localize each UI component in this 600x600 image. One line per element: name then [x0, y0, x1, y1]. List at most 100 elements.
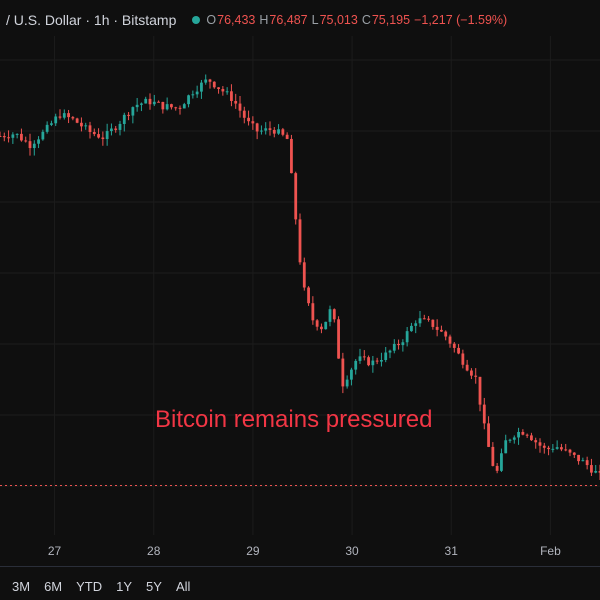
- candle-body: [487, 423, 490, 447]
- candle-body: [341, 358, 345, 387]
- candle-body: [135, 104, 139, 108]
- candle-body: [204, 79, 208, 83]
- grid: [0, 36, 600, 535]
- candle-body: [547, 447, 550, 450]
- candle-body: [37, 139, 40, 144]
- candle-body: [555, 447, 559, 449]
- candle-body: [170, 104, 173, 108]
- candle-body: [67, 113, 70, 118]
- candle-body: [212, 81, 216, 88]
- candle-body: [542, 445, 546, 448]
- candle-body: [54, 116, 58, 124]
- candle-body: [320, 326, 323, 330]
- candle-body: [504, 440, 508, 454]
- candle-body: [534, 440, 538, 443]
- range-5y-button[interactable]: 5Y: [146, 578, 162, 594]
- candle-body: [332, 309, 336, 320]
- candle-body: [538, 442, 542, 446]
- range-ytd-button[interactable]: YTD: [76, 578, 103, 594]
- close-value: 75,195: [371, 13, 411, 27]
- range-6m-button[interactable]: 6M: [44, 578, 63, 594]
- candle-body: [482, 404, 486, 424]
- candle-body: [238, 103, 242, 111]
- candle-body: [251, 121, 255, 124]
- candle-body: [290, 138, 293, 174]
- candle-body: [260, 130, 263, 132]
- candle-body: [414, 323, 418, 326]
- candle-body: [392, 343, 396, 351]
- candle-body: [465, 364, 469, 371]
- range-3m-button[interactable]: 3M: [12, 578, 31, 594]
- candle-body: [427, 318, 430, 320]
- candle-body: [577, 454, 580, 462]
- candle-body: [15, 133, 19, 135]
- candle-body: [281, 129, 285, 135]
- candle-body: [307, 287, 310, 304]
- candle-body: [337, 319, 340, 359]
- candle-body: [195, 91, 199, 95]
- symbol-title[interactable]: / U.S. Dollar · 1h · Bitstamp: [6, 12, 177, 28]
- candle-body: [551, 448, 555, 450]
- candle-body: [410, 325, 413, 332]
- candle-body: [401, 342, 405, 346]
- candle-body: [517, 431, 520, 438]
- candle-body: [247, 117, 250, 122]
- candle-body: [461, 353, 465, 365]
- candle-body: [294, 173, 298, 220]
- range-all-button[interactable]: All: [175, 578, 191, 594]
- candle-body: [495, 465, 499, 471]
- candle-body: [530, 435, 533, 441]
- candle-body: [208, 79, 212, 82]
- candle-body: [362, 356, 366, 358]
- candle-body: [457, 347, 460, 354]
- candle-body: [598, 471, 600, 473]
- low-key: L: [311, 13, 319, 27]
- candle-body: [268, 128, 272, 130]
- candle-body: [242, 110, 246, 118]
- candle-body: [92, 131, 96, 135]
- candle-body: [272, 129, 276, 134]
- range-selector: 3M 6M YTD 1Y 5Y All: [0, 572, 600, 600]
- candle-body: [328, 309, 332, 322]
- candle-body: [444, 331, 448, 337]
- market-status-icon: [192, 16, 201, 24]
- candle-body: [264, 128, 268, 131]
- candle-body: [405, 331, 409, 343]
- candle-body: [568, 449, 572, 453]
- candle-body: [234, 100, 238, 104]
- candle-body: [500, 453, 503, 471]
- range-1y-button[interactable]: 1Y: [116, 578, 133, 594]
- candle-body: [75, 118, 79, 123]
- candle-body: [157, 101, 160, 103]
- x-tick-label: 31: [445, 544, 459, 558]
- candle-body: [384, 352, 388, 360]
- candle-body: [324, 321, 328, 330]
- open-key: O: [206, 13, 217, 27]
- candle-body: [140, 103, 143, 105]
- candle-body: [508, 439, 512, 441]
- candle-body: [32, 143, 36, 149]
- candle-body: [431, 319, 435, 327]
- candle-body: [88, 125, 92, 132]
- candle-body: [371, 360, 375, 366]
- candle-body: [521, 431, 525, 435]
- candle-body: [380, 359, 383, 362]
- symbol-header: / U.S. Dollar · 1h · Bitstamp O76,433 H7…: [0, 8, 600, 32]
- candle-body: [165, 104, 169, 110]
- candle-body: [114, 128, 118, 130]
- candle-body: [525, 434, 529, 436]
- x-tick-label: 28: [147, 544, 161, 558]
- candle-body: [110, 128, 113, 132]
- high-value: 76,487: [269, 13, 308, 27]
- candle-body: [255, 123, 259, 132]
- candle-body: [590, 465, 593, 473]
- x-tick-label: 30: [345, 544, 359, 558]
- candle-body: [350, 369, 353, 380]
- candle-body: [122, 114, 126, 124]
- candle-body: [581, 460, 585, 462]
- candle-body: [62, 113, 66, 118]
- candle-body: [187, 95, 190, 105]
- candle-body: [178, 107, 182, 109]
- candle-body: [452, 343, 456, 348]
